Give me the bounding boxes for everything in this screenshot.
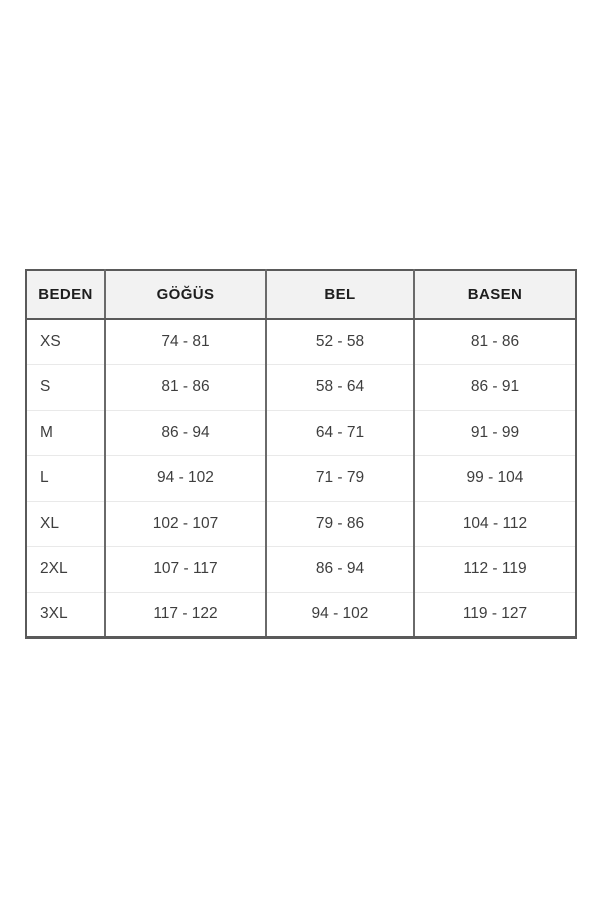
header-row: BEDEN GÖĞÜS BEL BASEN xyxy=(26,270,576,320)
waist-range-cell: 71 - 79 xyxy=(265,455,414,501)
waist-range-cell: 86 - 94 xyxy=(265,546,414,592)
table-row: S 81 - 86 58 - 64 86 - 91 xyxy=(26,364,576,410)
chest-range-cell: 102 - 107 xyxy=(104,500,266,547)
table-row: M 86 - 94 64 - 71 91 - 99 xyxy=(26,409,576,456)
hip-range-cell: 112 - 119 xyxy=(413,546,576,592)
table-row: 2XL 107 - 117 86 - 94 112 - 119 xyxy=(26,546,576,592)
hip-range-cell: 86 - 91 xyxy=(413,364,576,410)
table-row: XL 102 - 107 79 - 86 104 - 112 xyxy=(26,500,576,547)
waist-range-cell: 64 - 71 xyxy=(265,409,414,456)
column-header-basen: BASEN xyxy=(413,270,576,320)
table-header: BEDEN GÖĞÜS BEL BASEN xyxy=(26,270,576,320)
size-cell: S xyxy=(26,364,105,410)
chest-range-cell: 117 - 122 xyxy=(104,591,266,638)
chest-range-cell: 107 - 117 xyxy=(104,546,266,592)
waist-range-cell: 58 - 64 xyxy=(265,364,414,410)
chest-range-cell: 94 - 102 xyxy=(104,455,266,501)
size-cell: XL xyxy=(26,500,105,547)
column-header-beden: BEDEN xyxy=(26,270,105,320)
chest-range-cell: 86 - 94 xyxy=(104,409,266,456)
chest-range-cell: 81 - 86 xyxy=(104,364,266,410)
hip-range-cell: 81 - 86 xyxy=(413,319,576,365)
table-body: XS 74 - 81 52 - 58 81 - 86 S 81 - 86 58 … xyxy=(26,319,576,638)
table-row: 3XL 117 - 122 94 - 102 119 - 127 xyxy=(26,591,576,638)
column-header-bel: BEL xyxy=(265,270,414,320)
size-cell: XS xyxy=(26,319,105,365)
table-row: XS 74 - 81 52 - 58 81 - 86 xyxy=(26,319,576,365)
hip-range-cell: 99 - 104 xyxy=(413,455,576,501)
size-cell: 3XL xyxy=(26,591,105,638)
waist-range-cell: 52 - 58 xyxy=(265,319,414,365)
column-header-gogus: GÖĞÜS xyxy=(104,270,266,320)
size-cell: 2XL xyxy=(26,546,105,592)
hip-range-cell: 91 - 99 xyxy=(413,409,576,456)
waist-range-cell: 94 - 102 xyxy=(265,591,414,638)
chest-range-cell: 74 - 81 xyxy=(104,319,266,365)
size-cell: M xyxy=(26,409,105,456)
hip-range-cell: 104 - 112 xyxy=(413,500,576,547)
waist-range-cell: 79 - 86 xyxy=(265,500,414,547)
table-row: L 94 - 102 71 - 79 99 - 104 xyxy=(26,455,576,501)
size-cell: L xyxy=(26,455,105,501)
size-chart-table: BEDEN GÖĞÜS BEL BASEN XS 74 - 81 52 - 58… xyxy=(25,269,577,639)
hip-range-cell: 119 - 127 xyxy=(413,591,576,638)
size-chart-container: BEDEN GÖĞÜS BEL BASEN XS 74 - 81 52 - 58… xyxy=(25,269,577,639)
